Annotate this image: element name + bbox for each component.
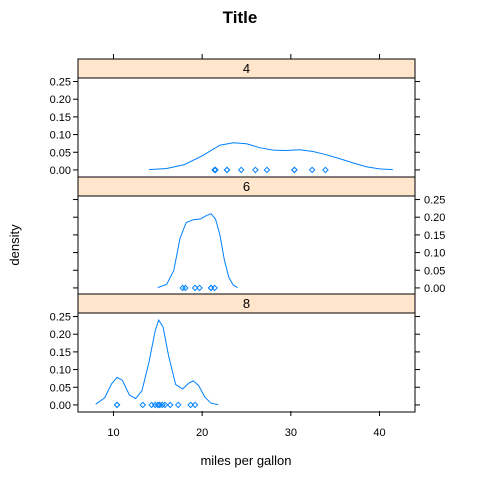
data-point <box>182 284 189 292</box>
y-tick-label: 0.10 <box>50 365 71 377</box>
panel-frame <box>77 77 416 178</box>
data-point <box>207 284 215 292</box>
x-tick-label: 30 <box>285 427 297 439</box>
y-tick-label: 0.05 <box>50 382 71 394</box>
data-point <box>179 284 186 292</box>
data-point <box>252 166 259 174</box>
x-axis-label: miles per gallon <box>200 453 291 468</box>
data-point <box>308 166 316 174</box>
y-tick-label: 0.10 <box>50 130 71 142</box>
y-tick-label: 0.20 <box>50 329 71 341</box>
chart-title: Title <box>223 8 258 27</box>
data-point <box>211 284 218 292</box>
data-point <box>211 166 218 174</box>
y-tick-label: 0.20 <box>50 94 71 106</box>
y-tick-label: 0.20 <box>424 212 445 224</box>
panel-strip-label: 4 <box>243 61 250 76</box>
x-tick-label: 20 <box>196 427 208 439</box>
data-point <box>158 401 166 409</box>
y-tick-label: 0.15 <box>424 230 445 242</box>
data-point <box>191 401 199 409</box>
data-point <box>166 401 174 409</box>
panel-strip-label: 6 <box>243 179 250 194</box>
panel-frame <box>77 312 416 413</box>
y-tick-label: 0.05 <box>424 265 445 277</box>
y-tick-label: 0.15 <box>50 347 71 359</box>
y-tick-label: 0.00 <box>424 283 445 295</box>
data-point <box>154 401 162 409</box>
y-tick-label: 0.25 <box>50 312 71 324</box>
data-point <box>223 166 231 174</box>
data-point <box>139 401 147 409</box>
data-point <box>291 166 298 174</box>
y-tick-label: 0.25 <box>424 195 445 207</box>
density-line <box>157 213 238 289</box>
data-point <box>237 166 245 174</box>
panels-group: 4 0.00 0.05 0.10 0.15 0.20 0.25 6 0.00 0.05 0.10 0.… <box>50 54 445 439</box>
data-point <box>212 166 219 174</box>
x-tick-label: 40 <box>373 427 385 439</box>
data-point <box>113 401 121 409</box>
panel-strip-label: 8 <box>243 296 250 311</box>
data-point <box>113 401 121 409</box>
data-point <box>263 166 271 174</box>
data-point <box>148 401 155 409</box>
y-tick-label: 0.10 <box>424 248 445 260</box>
data-point <box>207 284 215 292</box>
data-point <box>161 401 169 409</box>
data-point <box>223 166 231 174</box>
panel-frame <box>77 195 416 296</box>
density-line <box>95 318 219 406</box>
data-point <box>191 284 199 292</box>
x-tick-label: 10 <box>107 427 119 439</box>
data-point <box>322 166 329 174</box>
data-point <box>174 401 182 409</box>
y-tick-label: 0.00 <box>50 165 71 177</box>
data-point <box>291 166 298 174</box>
density-line <box>148 142 393 171</box>
y-tick-label: 0.05 <box>50 147 71 159</box>
y-tick-label: 0.25 <box>50 77 71 89</box>
y-axis-label: density <box>7 224 22 266</box>
y-tick-label: 0.00 <box>50 400 71 412</box>
data-point <box>187 401 194 409</box>
y-tick-label: 0.15 <box>50 112 71 124</box>
data-point <box>151 401 159 409</box>
data-point <box>196 284 203 292</box>
